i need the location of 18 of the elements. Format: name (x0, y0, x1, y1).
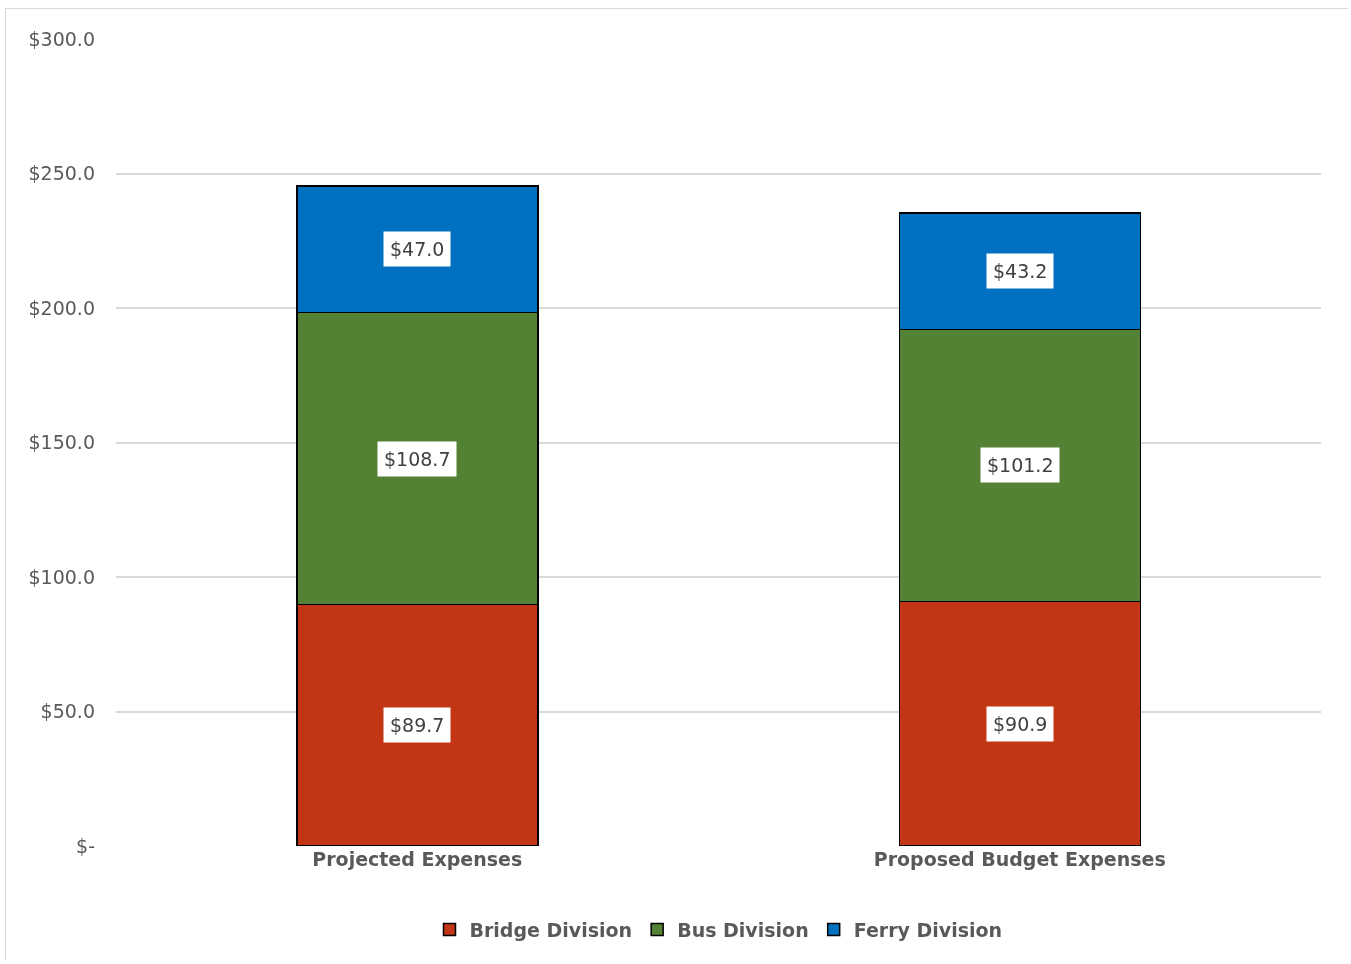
y-tick-label: $100.0 (28, 565, 95, 588)
data-label: $89.7 (390, 714, 445, 736)
x-tick-label: Proposed Budget Expenses (873, 848, 1166, 870)
legend-label: Bus Division (677, 918, 809, 941)
legend-label: Bridge Division (469, 918, 633, 941)
legend-label: Ferry Division (853, 918, 1003, 941)
data-label: $47.0 (390, 238, 445, 260)
data-label: $43.2 (993, 260, 1048, 282)
y-tick-label: $300.0 (28, 27, 95, 50)
data-label: $90.9 (993, 713, 1048, 735)
y-tick-label: $250.0 (28, 162, 95, 185)
x-tick-label: Projected Expenses (312, 848, 523, 870)
y-tick-label: $50.0 (40, 700, 95, 723)
data-label: $101.2 (987, 454, 1054, 476)
y-tick-label: $200.0 (28, 296, 95, 319)
data-label: $108.7 (384, 448, 451, 470)
y-tick-label: $150.0 (28, 431, 95, 454)
y-tick-label: $- (76, 834, 95, 857)
